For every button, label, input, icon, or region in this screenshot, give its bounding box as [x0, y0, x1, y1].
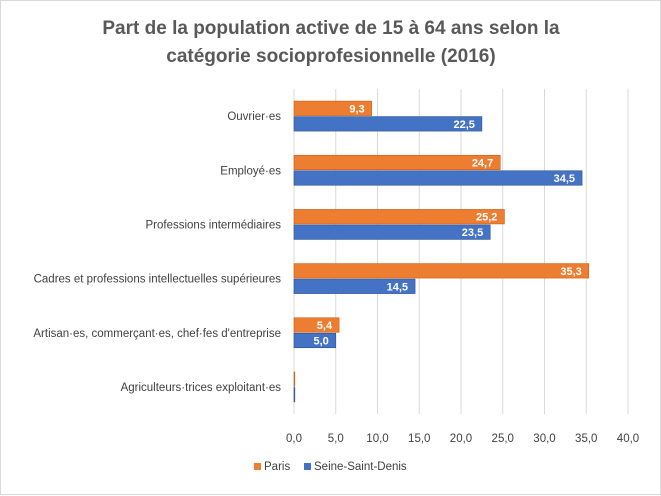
legend-swatch-seine-saint-denis	[304, 463, 311, 470]
chart-title-line-2: catégorie socioprofesionnelle (2016)	[166, 46, 495, 67]
legend-swatch-paris	[254, 463, 261, 470]
x-tick-label: 15,0	[408, 433, 430, 445]
bar-seine-saint-denis	[293, 116, 483, 132]
data-label: 35,3	[560, 266, 581, 278]
legend: Paris Seine-Saint-Denis	[254, 461, 407, 473]
chart-title-line-1: Part de la population active de 15 à 64 …	[102, 18, 560, 39]
bars: 9,3 22,5 24,7 34,5 25,2 23,5 35,3 14,5 5,4 5,0	[293, 100, 590, 403]
data-label: 23,5	[462, 227, 483, 239]
category-labels: Ouvrier·es Employé·es Professions interméd…	[33, 111, 281, 394]
data-label: 24,7	[472, 158, 493, 170]
bar-seine-saint-denis	[293, 278, 416, 294]
category-label: Employé·es	[220, 165, 281, 177]
data-label: 14,5	[387, 281, 408, 293]
bar-seine-saint-denis	[293, 332, 337, 349]
category-label: Cadres et professions intellectuelles su…	[34, 274, 282, 286]
bar-paris	[293, 209, 505, 225]
x-tick-label: 25,0	[492, 433, 514, 445]
data-label: 34,5	[554, 173, 575, 185]
x-tick-label: 5,0	[328, 433, 344, 445]
x-tick-label: 0,0	[286, 433, 302, 445]
x-tick-label: 35,0	[575, 433, 597, 445]
legend-label-seine-saint-denis: Seine-Saint-Denis	[314, 461, 407, 473]
data-label: 25,2	[476, 212, 497, 224]
data-label: 5,0	[313, 336, 328, 348]
category-label: Artisan·es, commerçant·es, chef·fes d'en…	[33, 328, 281, 340]
category-label: Ouvrier·es	[227, 111, 281, 123]
bar-seine-saint-denis	[293, 387, 296, 403]
category-label: Professions intermédiaires	[145, 219, 281, 231]
data-label: 9,3	[349, 103, 364, 115]
legend-label-paris: Paris	[264, 461, 290, 473]
x-tick-label: 10,0	[366, 433, 388, 445]
x-tick-label: 30,0	[533, 433, 555, 445]
x-tick-label: 20,0	[450, 433, 472, 445]
bar-paris	[293, 100, 372, 116]
bar-seine-saint-denis	[293, 170, 583, 186]
bar-paris	[293, 263, 590, 279]
x-tick-label: 40,0	[617, 433, 639, 445]
gridlines	[293, 89, 629, 414]
category-label: Agriculteurs·trices exploitant·es	[121, 382, 282, 394]
bar-paris	[293, 317, 340, 333]
bar-paris	[293, 371, 296, 387]
data-label: 5,4	[317, 320, 333, 332]
x-axis-ticks: 0,0 5,0 10,0 15,0 20,0 25,0 30,0 35,0 40,0	[286, 433, 639, 445]
bar-seine-saint-denis	[293, 224, 491, 240]
bar-paris	[293, 154, 501, 171]
data-label: 22,5	[453, 119, 474, 131]
